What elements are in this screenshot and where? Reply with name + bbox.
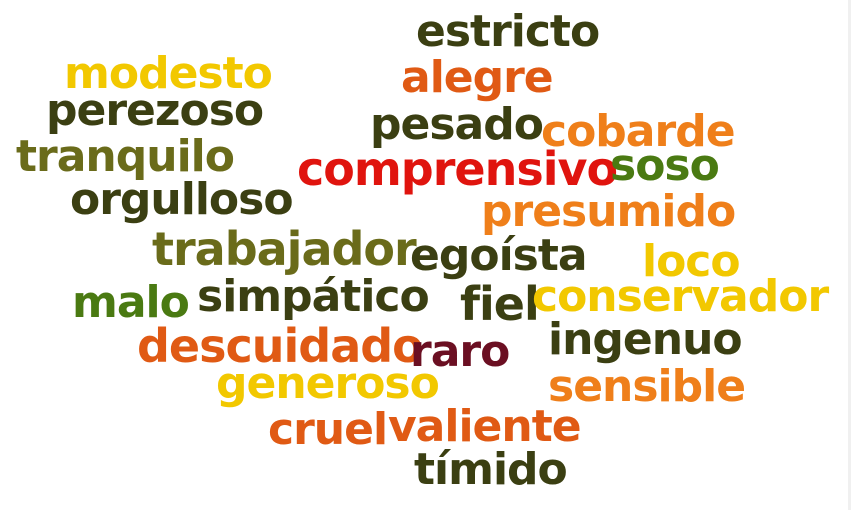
word-ingenuo: ingenuo [548, 314, 743, 365]
word-estricto: estricto [416, 6, 600, 57]
word-alegre: alegre [401, 52, 554, 103]
word-simpatico: simpático [197, 271, 430, 322]
word-soso: soso [610, 140, 720, 191]
word-egoista: egoísta [410, 230, 588, 281]
word-fiel: fiel [460, 277, 540, 331]
word-modesto: modesto [64, 48, 273, 99]
word-perezoso: perezoso [46, 85, 264, 136]
word-malo: malo [72, 277, 190, 328]
word-descuidado: descuidado [137, 319, 424, 373]
word-cruel: cruel [268, 404, 388, 455]
word-comprensivo: comprensivo [297, 142, 618, 196]
word-generoso: generoso [216, 358, 440, 409]
word-raro: raro [410, 326, 510, 377]
word-cobarde: cobarde [541, 106, 736, 157]
word-valiente: valiente [388, 401, 582, 452]
word-trabajador: trabajador [152, 222, 417, 276]
word-sensible: sensible [548, 361, 746, 412]
word-timido: tímido [414, 444, 568, 495]
word-pesado: pesado [370, 99, 544, 150]
word-loco: loco [642, 236, 741, 287]
page-edge-divider [848, 0, 851, 510]
word-orgulloso: orgulloso [70, 174, 294, 225]
word-tranquilo: tranquilo [16, 131, 235, 182]
word-conservador: conservador [532, 271, 829, 322]
word-presumido: presumido [481, 186, 736, 237]
